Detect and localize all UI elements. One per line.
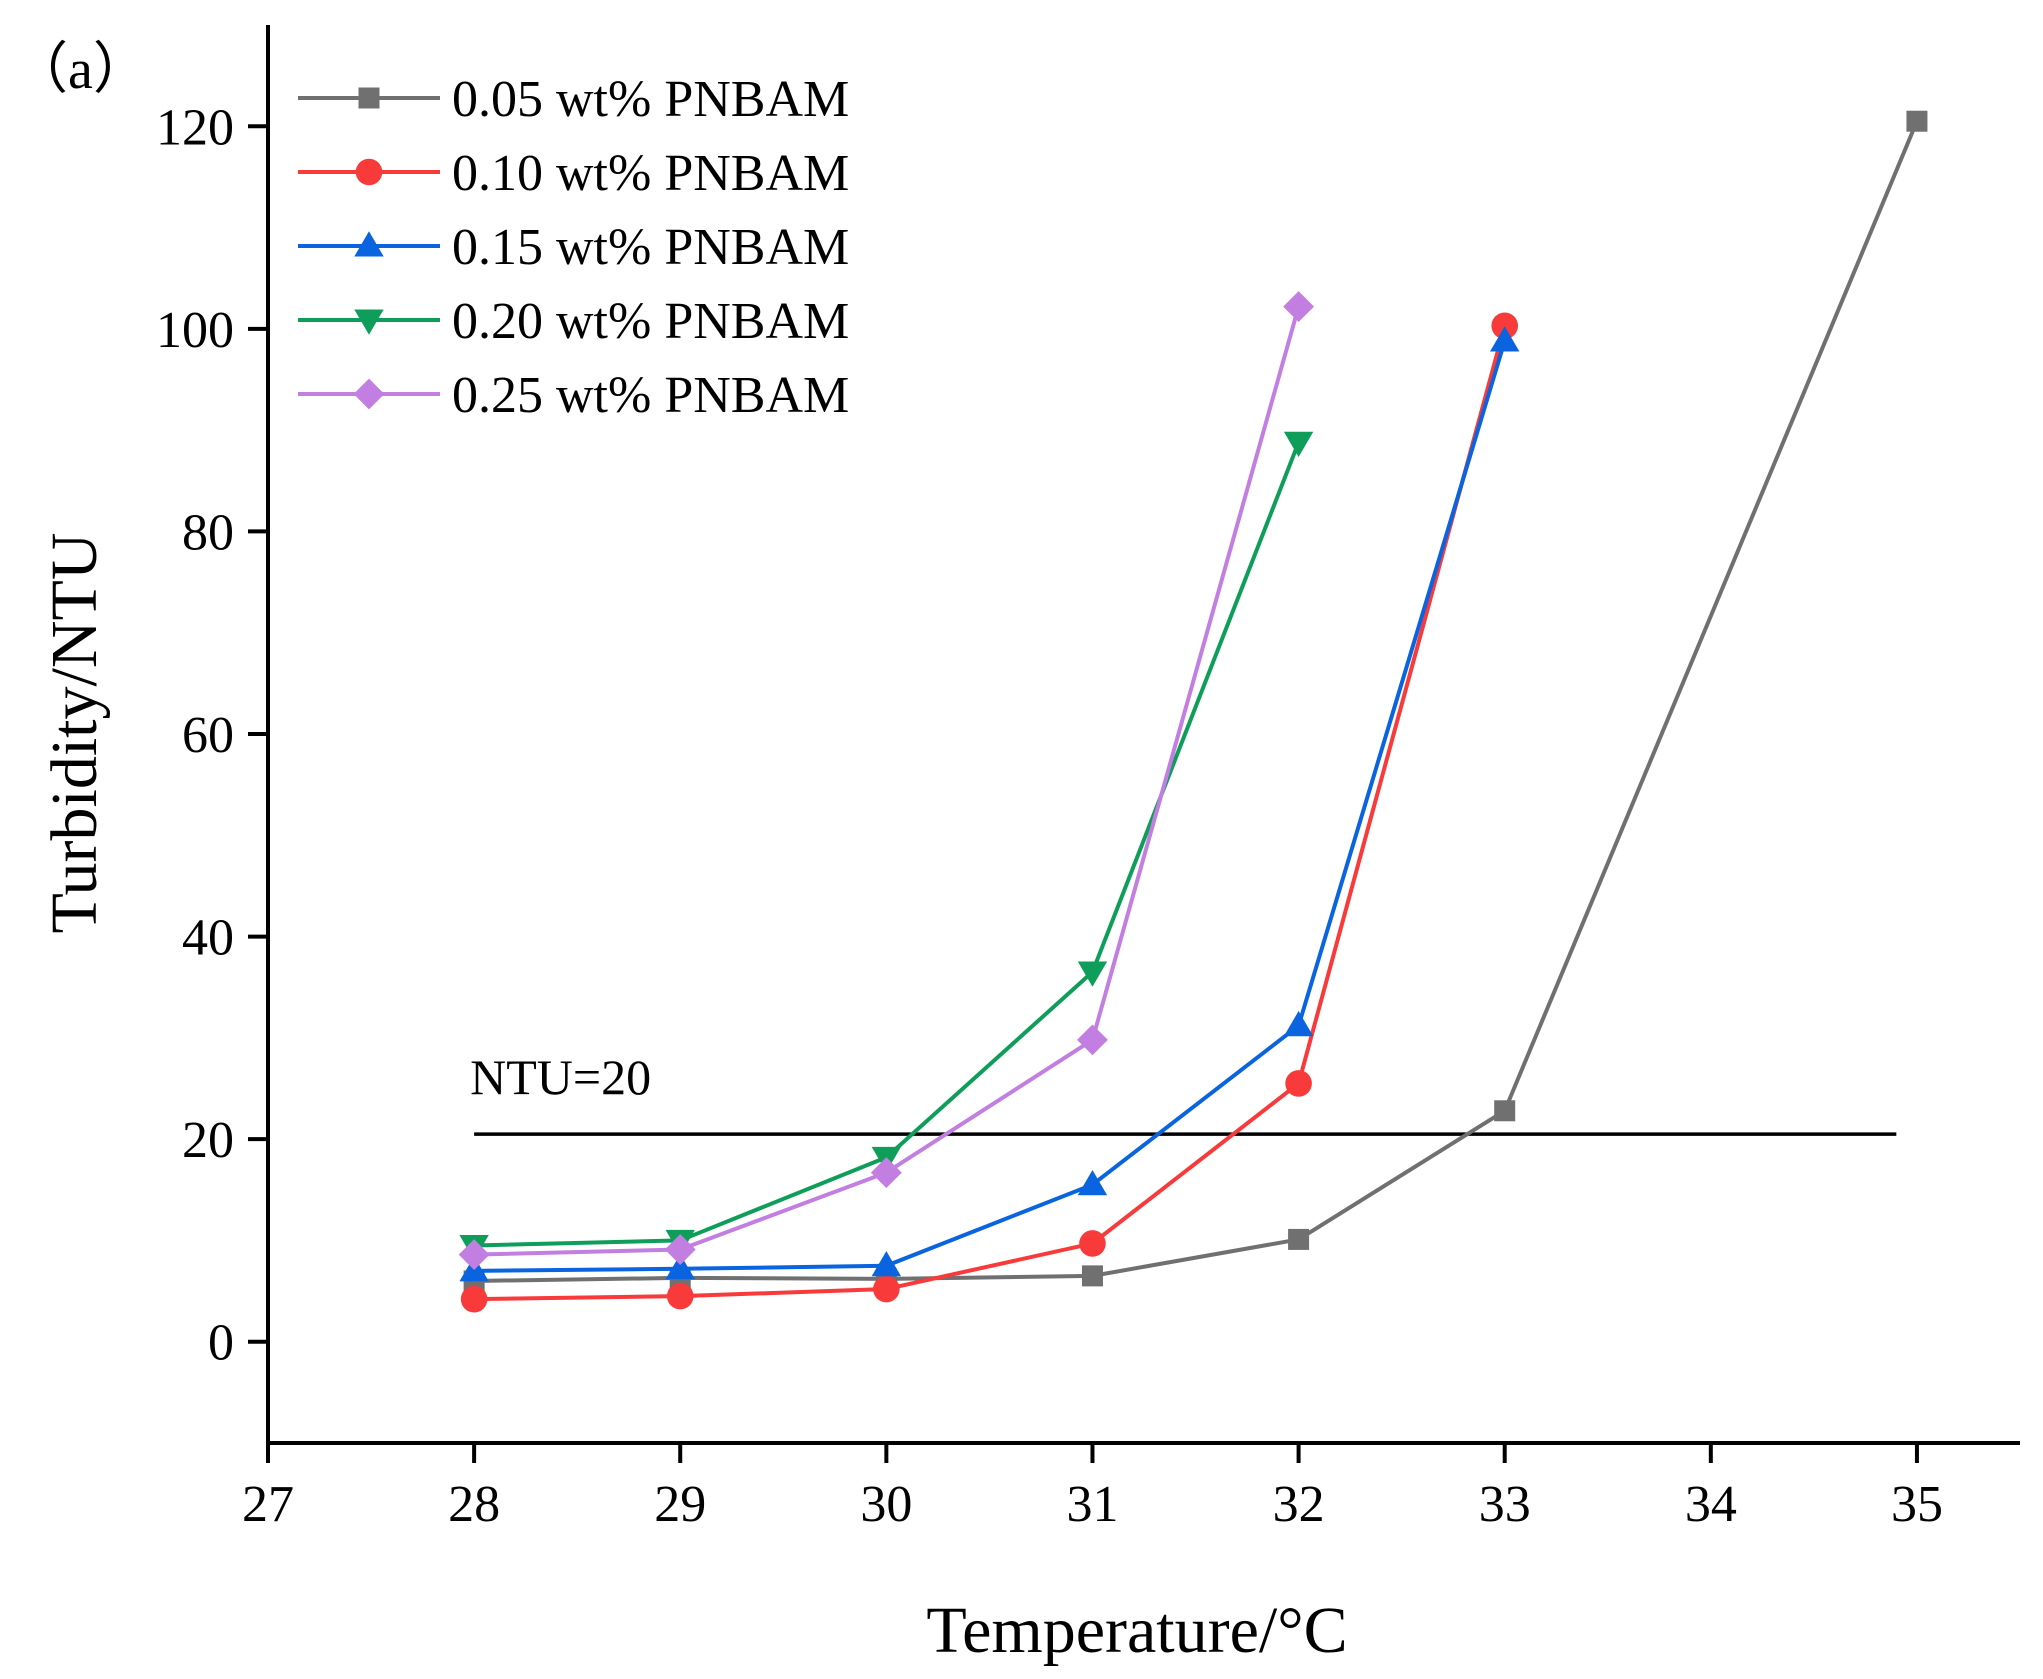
legend-label: 0.15 wt% PNBAM	[452, 219, 849, 276]
y-axis-label: Turbidity/NTU	[38, 533, 111, 934]
y-tick-label: 40	[182, 910, 234, 967]
data-point	[666, 1282, 694, 1310]
legend-label: 0.20 wt% PNBAM	[452, 293, 849, 350]
reference-line-group: NTU=20	[470, 1049, 1897, 1136]
data-point	[873, 1275, 900, 1303]
series-line	[474, 325, 1507, 1302]
data-point	[871, 1251, 902, 1277]
series-5	[458, 291, 1314, 1271]
data-point	[1283, 431, 1314, 457]
data-point	[1077, 1024, 1108, 1056]
legend-item-4: 0.20 wt% PNBAM	[298, 293, 849, 350]
x-axis-label: Temperature/°C	[926, 1594, 1347, 1667]
x-tick-label: 27	[242, 1476, 294, 1533]
data-point	[353, 378, 385, 410]
data-point	[870, 1157, 902, 1188]
data-point	[665, 1254, 695, 1280]
data-point	[1906, 110, 1928, 132]
series-line	[474, 441, 1301, 1248]
series-3	[459, 326, 1520, 1282]
y-tick-label: 20	[182, 1112, 234, 1169]
data-point	[358, 87, 380, 109]
series-1	[463, 110, 1928, 1292]
data-point	[1285, 1070, 1312, 1097]
legend: 0.05 wt% PNBAM 0.10 wt% PNBAM 0.15 wt% PNB…	[298, 71, 849, 424]
data-point	[664, 1234, 696, 1265]
legend-item-5: 0.25 wt% PNBAM	[298, 367, 849, 424]
y-tick-label: 60	[182, 707, 234, 764]
data-point	[460, 1285, 488, 1313]
plot-axes: 27 28 29 30 31 32 33 34 35 0 20 40 60 80 100 120	[156, 25, 2020, 1533]
data-point	[1283, 291, 1314, 322]
x-tick-label: 28	[448, 1476, 500, 1533]
panel-label: （a）	[12, 39, 149, 101]
series-line	[474, 306, 1301, 1257]
x-tick-label: 34	[1685, 1476, 1737, 1533]
legend-label: 0.10 wt% PNBAM	[452, 145, 849, 202]
data-point	[1494, 1100, 1516, 1122]
data-point	[458, 1239, 490, 1271]
y-tick-label: 0	[208, 1315, 234, 1372]
y-tick-label: 100	[156, 302, 234, 359]
series-4	[459, 431, 1314, 1261]
series-2	[460, 312, 1519, 1313]
data-point	[1491, 312, 1519, 340]
data-point	[1081, 1265, 1103, 1287]
data-point	[1283, 1011, 1314, 1037]
legend-label: 0.05 wt% PNBAM	[452, 71, 849, 128]
data-point	[1077, 961, 1108, 987]
data-point	[354, 231, 384, 257]
series-line	[474, 340, 1507, 1273]
legend-item-2: 0.10 wt% PNBAM	[298, 145, 849, 202]
legend-item-1: 0.05 wt% PNBAM	[298, 71, 849, 128]
x-tick-label: 32	[1273, 1476, 1325, 1533]
x-tick-label: 30	[860, 1476, 912, 1533]
data-point	[1077, 1170, 1108, 1196]
series-group	[458, 110, 1928, 1313]
legend-label: 0.25 wt% PNBAM	[452, 367, 849, 424]
data-point	[1288, 1228, 1310, 1250]
legend-item-3: 0.15 wt% PNBAM	[298, 219, 849, 276]
data-point	[355, 158, 383, 186]
reference-line-label: NTU=20	[470, 1049, 651, 1105]
y-tick-label: 120	[156, 99, 234, 156]
x-tick-label: 33	[1479, 1476, 1531, 1533]
data-point	[354, 309, 384, 335]
data-point	[1490, 326, 1520, 352]
x-tick-label: 35	[1891, 1476, 1943, 1533]
x-tick-label: 29	[654, 1476, 706, 1533]
y-tick-label: 80	[182, 504, 234, 561]
data-point	[1079, 1230, 1106, 1257]
x-tick-label: 31	[1066, 1476, 1118, 1533]
